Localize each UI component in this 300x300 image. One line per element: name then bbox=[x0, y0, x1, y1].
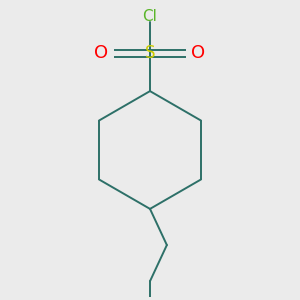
Text: O: O bbox=[94, 44, 109, 62]
Text: O: O bbox=[191, 44, 206, 62]
Text: S: S bbox=[145, 44, 155, 62]
Text: Cl: Cl bbox=[142, 9, 158, 24]
